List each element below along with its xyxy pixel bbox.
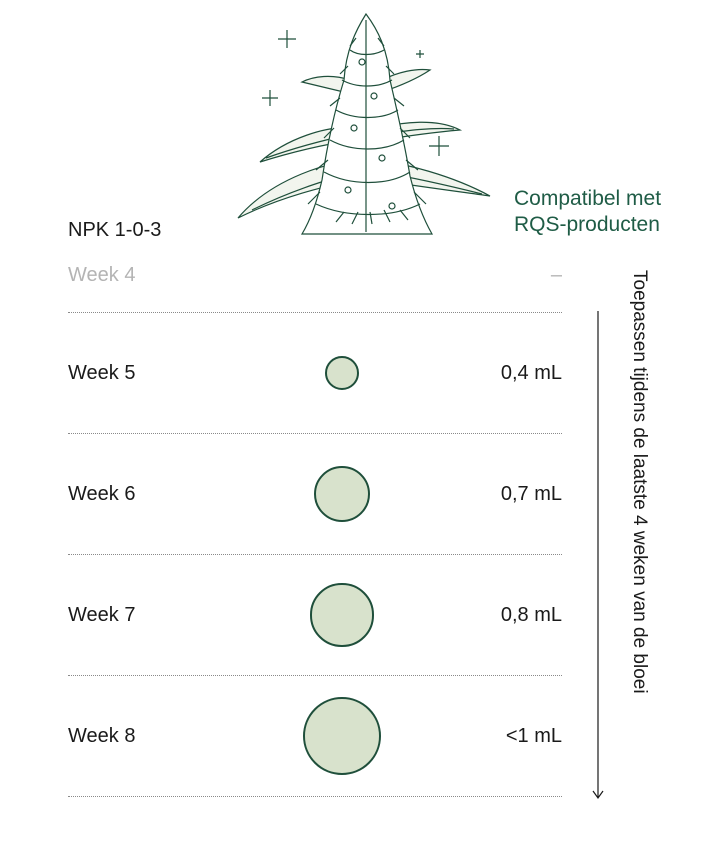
dosage-row: Week 6 0,7 mL bbox=[68, 434, 562, 554]
dose-label: 0,4 mL bbox=[500, 362, 562, 384]
week-label: Week 7 bbox=[68, 604, 136, 626]
row-divider bbox=[68, 433, 562, 434]
week-row-inactive: Week 4 – bbox=[68, 264, 562, 288]
dose-label: <1 mL bbox=[505, 725, 562, 747]
week-label: Week 6 bbox=[68, 483, 136, 505]
row-divider bbox=[68, 554, 562, 555]
compat-line-2: RQS-producten bbox=[514, 213, 660, 236]
application-period-label: Toepassen tijdens de laatste 4 weken van… bbox=[629, 270, 650, 694]
compat-line-1: Compatibel met bbox=[514, 187, 662, 210]
dosage-dot bbox=[310, 583, 374, 647]
dose-label: 0,7 mL bbox=[500, 483, 562, 505]
dosage-row: Week 5 0,4 mL bbox=[68, 313, 562, 433]
dosage-dot bbox=[314, 466, 370, 522]
cannabis-plant-illustration bbox=[237, 12, 491, 235]
week-label: Week 4 bbox=[68, 264, 136, 286]
dosage-dot bbox=[325, 356, 359, 390]
week-label: Week 5 bbox=[68, 362, 136, 384]
dosage-row: Week 7 0,8 mL bbox=[68, 555, 562, 675]
arrow-down-icon bbox=[592, 311, 604, 800]
row-divider bbox=[68, 796, 562, 797]
week-label: Week 8 bbox=[68, 725, 136, 747]
sparkle-icon bbox=[416, 50, 424, 58]
dose-label: 0,8 mL bbox=[500, 604, 562, 626]
sparkle-icon bbox=[262, 90, 278, 106]
row-divider bbox=[68, 312, 562, 313]
dosage-table: Week 5 0,4 mL Week 6 0,7 mL Week 7 0,8 m… bbox=[68, 312, 562, 797]
dose-label: – bbox=[550, 264, 562, 286]
dosage-row: Week 8 <1 mL bbox=[68, 676, 562, 796]
sparkle-icon bbox=[278, 30, 296, 48]
dosage-dot bbox=[303, 697, 381, 775]
sparkle-icon bbox=[429, 136, 449, 156]
row-divider bbox=[68, 675, 562, 676]
npk-ratio: NPK 1-0-3 bbox=[68, 219, 162, 241]
compatibility-note: Compatibel met RQS-producten bbox=[514, 186, 714, 238]
